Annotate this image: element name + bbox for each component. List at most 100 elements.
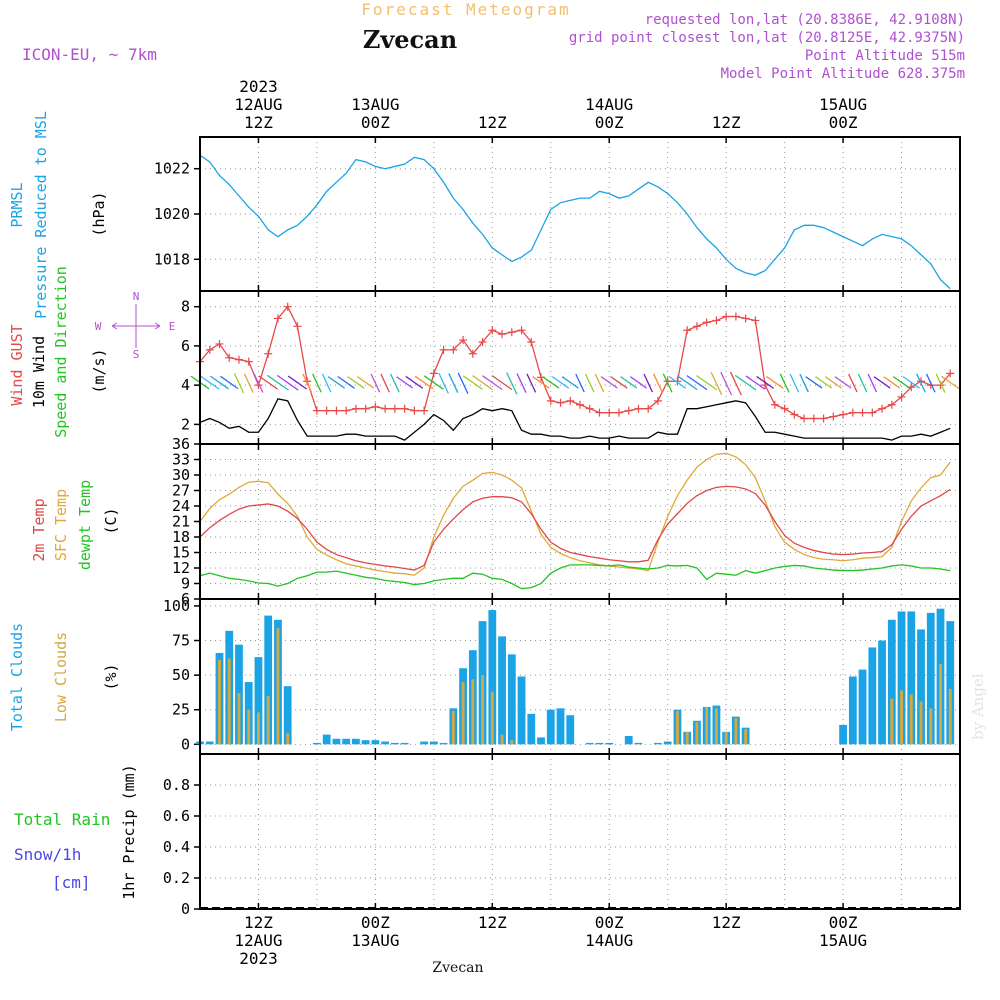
- low-cloud-bar: [510, 740, 514, 745]
- wind-direction-arrow: [857, 373, 868, 393]
- wind-direction-arrow: [883, 376, 901, 389]
- gust-marker: [780, 404, 789, 413]
- top-time-label: 14AUG: [585, 95, 633, 114]
- gust-marker: [244, 357, 253, 366]
- wind-direction-arrow: [472, 375, 493, 391]
- wind-direction-arrow: [575, 373, 585, 393]
- gust-marker: [800, 414, 809, 423]
- total-cloud-bar: [313, 742, 321, 745]
- gust-marker: [839, 410, 848, 419]
- clouds-ylabel: (%): [102, 663, 120, 690]
- low-cloud-bar: [675, 711, 679, 745]
- total-cloud-bar: [429, 741, 438, 745]
- bottom-time-label: 00Z: [595, 913, 624, 932]
- wind-direction-arrow: [668, 375, 687, 389]
- wind-direction-arrow: [620, 376, 638, 389]
- total-cloud-bar: [839, 724, 847, 745]
- wind-direction-arrow: [516, 373, 527, 393]
- top-time-label: 13AUG: [351, 95, 399, 114]
- gust-marker: [322, 406, 331, 415]
- compass-s: S: [133, 348, 140, 361]
- total-cloud-bar: [381, 741, 390, 745]
- total-cloud-bar: [654, 742, 662, 745]
- low-cloud-bar: [744, 729, 748, 745]
- pressure-ytick-label: 1022: [154, 160, 190, 178]
- temperature-ytick-label: 21: [172, 513, 190, 531]
- temp-ylabel: (C): [102, 507, 120, 534]
- wind-direction-arrow: [799, 373, 809, 393]
- precip-ytick-label: 0.4: [163, 838, 190, 856]
- low-cloud-bar: [685, 731, 689, 745]
- temperature-ytick-label: 27: [172, 482, 190, 500]
- temp-label-sfc: SFC Temp: [52, 489, 70, 561]
- wind-direction-arrow: [643, 373, 653, 393]
- gust-marker: [946, 369, 955, 378]
- compass-icon: [111, 304, 161, 348]
- precip-label-rain: Total Rain: [14, 810, 110, 829]
- wind-direction-arrow: [745, 375, 766, 390]
- gust-marker: [819, 414, 828, 423]
- wind-direction-arrow: [414, 375, 434, 390]
- bottom-time-label: 12Z: [244, 913, 273, 932]
- wind-direction-arrow: [765, 375, 784, 389]
- gust-marker: [234, 355, 243, 364]
- clouds-ytick-label: 75: [172, 632, 190, 650]
- total-cloud-bar: [264, 615, 273, 745]
- total-cloud-bar: [205, 741, 214, 745]
- gust-marker: [653, 396, 662, 405]
- gust-marker: [429, 369, 438, 378]
- wind-direction-arrow: [448, 373, 459, 393]
- wind-direction-arrow: [321, 373, 332, 393]
- gust-marker: [381, 404, 390, 413]
- wind-direction-arrow: [233, 373, 245, 394]
- gust-marker: [741, 314, 750, 323]
- point-altitude: Point Altitude 515m: [805, 48, 965, 64]
- low-cloud-bar: [237, 693, 241, 745]
- wind-direction-arrow: [199, 375, 220, 390]
- gust-marker: [459, 336, 468, 345]
- gust-marker: [312, 406, 321, 415]
- wind-direction-arrow: [532, 375, 550, 389]
- precip-panel-frame: [199, 753, 961, 910]
- wind-direction-arrow: [594, 373, 605, 393]
- wind-ytick-label: 8: [181, 298, 190, 316]
- location-title: Zvecan: [363, 25, 457, 54]
- low-cloud-bar: [724, 731, 728, 745]
- low-cloud-bar: [734, 718, 738, 745]
- wind-direction-arrow: [506, 372, 518, 395]
- total-cloud-bar: [371, 740, 380, 745]
- pressure-line: [199, 154, 951, 290]
- total-cloud-bar: [361, 740, 370, 745]
- gust-marker: [439, 345, 448, 354]
- gust-marker: [848, 408, 857, 417]
- total-cloud-bar: [488, 610, 497, 745]
- wind-direction-arrow: [220, 375, 239, 390]
- gust-marker: [478, 338, 487, 346]
- pressure-label-prmsl: PRMSL: [8, 182, 26, 227]
- pressure-ylabel: (hPa): [90, 191, 108, 236]
- top-time-label: 12AUG: [234, 95, 282, 114]
- total-cloud-bar: [926, 612, 935, 745]
- wind-direction-arrow: [720, 371, 733, 396]
- bottom-time-label: 13AUG: [351, 931, 399, 950]
- total-cloud-bar: [537, 737, 545, 745]
- wind-direction-arrow: [676, 375, 698, 391]
- precip-ylabel: 1hr Precip (mm): [120, 764, 138, 899]
- wind-direction-arrow: [824, 376, 842, 389]
- total-cloud-bar: [595, 742, 604, 745]
- low-cloud-bar: [490, 691, 494, 745]
- gust-marker: [420, 406, 429, 415]
- top-time-label: 12Z: [478, 113, 507, 132]
- temperature-ytick-label: 30: [172, 466, 190, 484]
- low-cloud-bar: [948, 688, 952, 745]
- gust-marker: [712, 316, 721, 325]
- low-cloud-bar: [218, 659, 221, 745]
- wind-direction-arrow: [337, 375, 355, 389]
- total-cloud-bar: [390, 742, 399, 745]
- total-cloud-bar: [556, 708, 565, 745]
- gust-marker: [897, 392, 906, 401]
- wind-direction-arrow: [848, 373, 858, 393]
- wind-gust-line: [199, 305, 951, 420]
- bottom-time-label: 14AUG: [585, 931, 633, 950]
- gust-marker: [644, 404, 653, 413]
